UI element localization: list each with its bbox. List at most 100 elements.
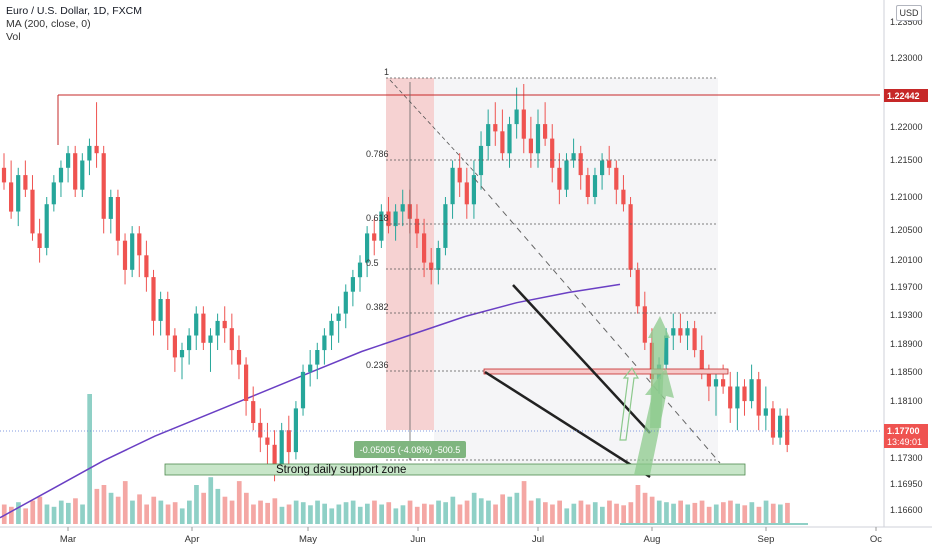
candle-body (592, 175, 598, 197)
volume-bar (621, 505, 626, 524)
candle-body (635, 269, 640, 307)
price-tick: 1.18900 (890, 339, 923, 349)
volume-bar (528, 500, 534, 524)
volume-bar (507, 496, 513, 524)
volume-bar (457, 504, 463, 524)
resistance-price-box (884, 89, 928, 102)
candle-body (365, 233, 370, 263)
time-tick-label: Aug (644, 534, 661, 545)
countdown-label: 13:49:01 (887, 437, 922, 447)
volume-bar (336, 504, 342, 524)
price-tick: 1.18100 (890, 396, 923, 406)
support-zone (164, 463, 746, 476)
volume-bar (58, 500, 64, 524)
volume-bar (265, 502, 270, 524)
candles (1, 84, 790, 482)
fib-level-label: 0.382 (366, 302, 389, 312)
volume-bar (187, 500, 192, 524)
volume-bar (628, 502, 634, 524)
volume-bar (614, 503, 619, 524)
volume-bar (642, 492, 648, 524)
volume-bar (73, 498, 78, 524)
volume-indicator-label[interactable]: Vol (6, 31, 21, 43)
candle-body (137, 233, 142, 256)
candle-body (478, 145, 484, 176)
candle-body (493, 124, 498, 132)
candle-body (251, 401, 256, 423)
volume-bar (244, 492, 249, 524)
volume-bar (258, 500, 263, 524)
currency-badge[interactable]: USD (896, 5, 922, 21)
fib-extension-box (434, 78, 718, 463)
volume-bar (322, 503, 327, 524)
candle-body (422, 233, 427, 263)
volume-bar (756, 506, 762, 524)
volume-bar (635, 485, 641, 524)
candle-body (621, 189, 626, 205)
candle-body (108, 197, 113, 219)
volume-bar (564, 508, 570, 524)
candle-body (1, 167, 7, 183)
volume-bar (478, 498, 484, 524)
candle-body (500, 131, 505, 154)
volume-bar (607, 500, 612, 524)
price-tick: 1.21500 (890, 155, 923, 165)
volume-bar (30, 500, 36, 524)
volume-bar (229, 500, 235, 524)
price-axis-bg (884, 0, 932, 550)
ma-indicator-label[interactable]: MA (200, close, 0) (6, 18, 91, 30)
candle-body (87, 145, 92, 161)
candle-body (329, 320, 334, 336)
candle-body (521, 109, 526, 139)
candle-body (343, 291, 348, 314)
volume-bar (137, 494, 142, 524)
volume-bar (713, 504, 719, 524)
volume-bar (386, 502, 392, 524)
candle-body (44, 204, 49, 248)
volume-bar (37, 496, 43, 524)
volume-bar (656, 500, 662, 524)
volume-bar (208, 477, 214, 524)
volume-bar (365, 503, 370, 524)
candle-body (172, 335, 177, 358)
volume-bar (329, 508, 335, 524)
volume-bar (585, 504, 591, 524)
last-price-box (884, 424, 928, 448)
price-tick: 1.17300 (890, 453, 923, 463)
candle-body (244, 364, 249, 401)
volume-bar (222, 496, 228, 524)
price-tick: 1.22000 (890, 122, 923, 132)
time-tick-label: May (299, 534, 317, 545)
candle-body (642, 306, 647, 343)
volume-bar (279, 506, 285, 524)
volume-bar (236, 481, 242, 524)
volume-bar (535, 498, 541, 524)
candle-body (628, 204, 633, 270)
volume-bar (706, 506, 712, 524)
volume-bar (87, 394, 92, 524)
volume-bar (44, 504, 50, 524)
candle-body (535, 124, 541, 154)
volume-bar (293, 500, 299, 524)
candle-body (443, 204, 448, 248)
candle-body (37, 233, 42, 248)
volume-bar (407, 500, 413, 524)
candle-body (756, 379, 761, 416)
time-tick-label: Mar (60, 534, 76, 545)
volume-bar (770, 503, 776, 524)
volume-bar (742, 505, 748, 524)
candle-body (9, 182, 14, 212)
candle-body (607, 160, 612, 168)
volume-bar (286, 504, 292, 524)
candle-body (215, 320, 220, 336)
volume-bar (543, 502, 548, 524)
candle-body (614, 167, 619, 190)
candle-body (514, 109, 519, 125)
volume-bar (101, 485, 107, 524)
volume-bar (300, 502, 306, 524)
volume-bar (16, 502, 21, 524)
volume-bar (165, 504, 171, 524)
candle-body (315, 350, 320, 365)
chart-legend: Euro / U.S. Dollar, 1D, FXCM MA (200, cl… (6, 5, 142, 44)
